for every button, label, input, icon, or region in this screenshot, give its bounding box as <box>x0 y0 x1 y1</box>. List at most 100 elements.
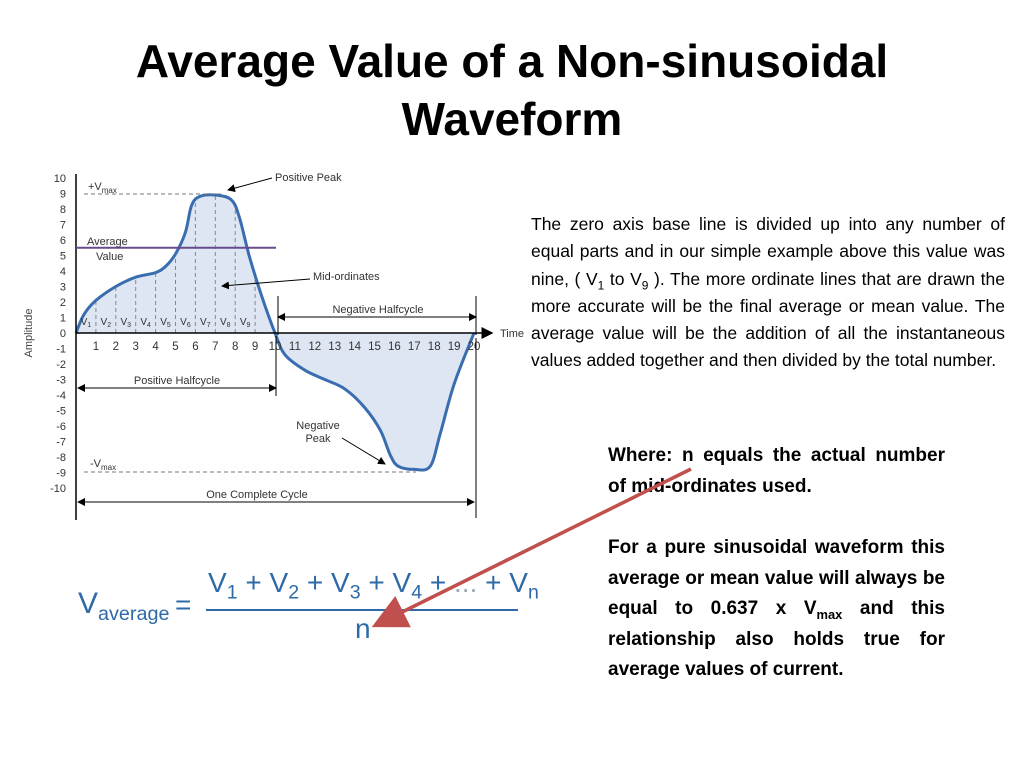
slide-title: Average Value of a Non-sinusoidal Wavefo… <box>0 32 1024 148</box>
explanation-paragraph: The zero axis base line is divided up in… <box>531 211 1005 375</box>
y-tick-label: 0 <box>60 328 66 340</box>
positive-halfcycle-label: Positive Halfcycle <box>134 375 220 387</box>
sinusoidal-part-2: and this relationship also holds true fo… <box>608 598 945 680</box>
vmax-negative-text: -V <box>90 458 102 470</box>
average-label-2: Value <box>96 251 123 263</box>
x-tick-label: 18 <box>428 341 441 353</box>
formula-fraction-bar <box>206 609 518 611</box>
complete-cycle-label: One Complete Cycle <box>206 489 308 501</box>
y-tick-label: -5 <box>56 406 66 418</box>
negative-peak-arrow <box>341 437 386 465</box>
y-tick-label: -7 <box>56 437 66 449</box>
mid-ordinate-label: V1 <box>81 317 92 329</box>
x-tick-label: 16 <box>388 341 401 353</box>
formula-lhs-sub: average <box>98 603 170 625</box>
vmax-positive-sub: max <box>102 186 117 195</box>
positive-peak-arrow <box>227 177 273 193</box>
explanation-sub-1: 1 <box>597 278 605 293</box>
x-tick-label: 11 <box>289 341 301 353</box>
x-tick-label: 15 <box>368 341 381 353</box>
y-axis-label: Amplitude <box>23 309 35 358</box>
y-tick-label: 10 <box>54 173 66 185</box>
y-tick-label: -8 <box>56 452 66 464</box>
vmax-negative-sub: max <box>101 463 116 472</box>
mid-ordinate-label: V3 <box>120 317 131 329</box>
x-tick-label: 3 <box>132 341 138 353</box>
x-tick-label: 4 <box>152 341 159 353</box>
formula-lhs: Vaverage <box>78 587 170 624</box>
x-tick-label: 13 <box>328 341 341 353</box>
x-tick-label: 5 <box>172 341 178 353</box>
y-tick-label: -2 <box>56 359 66 371</box>
mid-ordinate-label: V7 <box>200 317 211 329</box>
mid-ordinate-label: V6 <box>180 317 191 329</box>
negative-peak-label-2: Peak <box>305 433 331 445</box>
waveform-fill <box>76 194 474 471</box>
complete-cycle-label-bg <box>186 487 328 501</box>
average-label-1: Average <box>87 236 128 248</box>
sinusoidal-part-1: For a pure sinusoidal waveform this aver… <box>608 537 945 619</box>
y-tick-label: 4 <box>60 266 66 278</box>
positive-peak-label: Positive Peak <box>275 172 342 184</box>
x-axis-label: Time <box>500 328 524 340</box>
vmax-positive-text: +V <box>88 181 102 193</box>
y-tick-label: -1 <box>56 344 66 356</box>
x-tick-label: 7 <box>212 341 218 353</box>
mid-ordinate-label: V8 <box>220 317 231 329</box>
x-tick-label: 17 <box>408 341 421 353</box>
y-tick-label: 5 <box>60 251 66 263</box>
negative-halfcycle-label-bg <box>312 301 444 316</box>
y-tick-label: -4 <box>56 390 66 402</box>
negative-halfcycle-label: Negative Halfcycle <box>332 304 423 316</box>
formula-lhs-symbol: V <box>78 587 99 620</box>
y-tick-label: -9 <box>56 468 66 480</box>
y-tick-label: 8 <box>60 204 66 216</box>
explanation-sub-2: 9 <box>641 278 649 293</box>
negative-peak-label-1: Negative <box>296 420 339 432</box>
y-tick-label: 2 <box>60 297 66 309</box>
vmax-positive-label: +Vmax <box>88 181 117 195</box>
x-tick-label: 14 <box>348 341 361 353</box>
vmax-negative-label: -Vmax <box>90 458 116 472</box>
x-tick-label: 9 <box>252 341 258 353</box>
y-tick-label: -6 <box>56 421 66 433</box>
x-tick-label: 6 <box>192 341 198 353</box>
y-tick-label: 9 <box>60 189 66 201</box>
x-tick-label: 20 <box>468 341 481 353</box>
mid-ordinates-arrow <box>221 278 311 290</box>
x-axis-ticks: 1 2 3 4 5 6 7 8 9 10 11 12 13 14 15 16 17 18 19 20 <box>93 341 481 353</box>
title-line-2: Waveform <box>401 93 623 145</box>
y-tick-label: -10 <box>50 483 66 495</box>
y-tick-label: 3 <box>60 282 66 294</box>
mid-ordinate-labels: V1 V2 V3 V4 V5 V6 V7 V8 V9 <box>81 317 251 329</box>
y-tick-label: 1 <box>60 313 66 325</box>
average-formula: Vaverage = V1 + V2 + V3 + V4 + ... + Vn … <box>70 565 539 655</box>
mid-ordinates-label: Mid-ordinates <box>313 271 380 283</box>
mid-ordinate-label: V2 <box>101 317 112 329</box>
positive-halfcycle-label-bg <box>114 373 240 387</box>
formula-denominator: n <box>355 613 371 644</box>
x-tick-label: 1 <box>93 341 99 353</box>
x-tick-label: 19 <box>448 341 461 353</box>
explanation-part-1: The zero axis base line is divided up in… <box>531 214 1005 289</box>
waveform-curve <box>74 193 476 472</box>
x-tick-label: 8 <box>232 341 238 353</box>
x-tick-label: 2 <box>113 341 119 353</box>
explanation-part-2: to V <box>604 268 642 289</box>
where-note: Where: n equals the actual number of mid… <box>608 445 945 497</box>
x-tick-label: 12 <box>308 341 321 353</box>
formula-numerator: V1 + V2 + V3 + V4 + ... + Vn <box>208 567 539 604</box>
y-tick-label: 6 <box>60 235 66 247</box>
y-tick-label: 7 <box>60 220 66 232</box>
x-tick-label: 10 <box>269 341 282 353</box>
mid-ordinate-label: V9 <box>240 317 251 329</box>
sinusoidal-note: For a pure sinusoidal waveform this aver… <box>608 533 945 686</box>
y-tick-label: -3 <box>56 375 66 387</box>
sinusoidal-sub: max <box>816 606 843 622</box>
mid-ordinate-lines <box>95 195 256 333</box>
explanation-part-3: ). The more ordinate lines that are draw… <box>531 268 1005 371</box>
formula-equals: = <box>175 589 192 620</box>
mid-ordinate-label: V4 <box>140 317 151 329</box>
